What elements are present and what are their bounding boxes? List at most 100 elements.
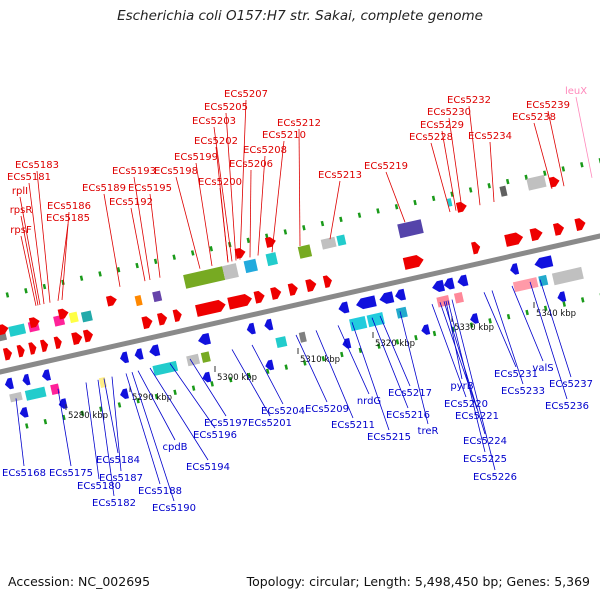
label-leader [399,311,429,425]
reverse-gene-arrow [395,288,407,301]
forward-gene-arrow [548,176,560,188]
reverse-gene-label: ECs5225 [463,454,507,465]
rail-tick [154,393,159,400]
forward-gene-arrow [504,232,524,247]
forward-gene-arrow [195,299,226,317]
forward-gene-arrow [28,317,40,329]
gene-feature-block [512,277,539,293]
forward-gene-label: ECs5186 [47,201,91,212]
track-guide [0,187,600,334]
gene-feature-block [9,391,23,403]
rail-tick [505,178,510,185]
label-leader [19,196,41,306]
rail-tick [432,330,437,337]
rail-tick [135,262,139,269]
label-leader [533,122,553,189]
label-leader [15,398,25,467]
label-leader [103,193,121,287]
reverse-gene-label: ECs5209 [305,404,349,415]
forward-gene-label: ECs5239 [526,100,570,111]
rail-tick [117,402,122,408]
reverse-gene-arrow [443,277,455,290]
label-leader [125,373,161,485]
reverse-gene-label: ECs5231 [494,369,538,380]
reverse-gene-label: ECs5196 [193,430,237,441]
label-leader [451,299,496,471]
label-leader [213,126,233,262]
accession-label: Accession: NC_002695 [8,574,151,589]
rail-tick [542,170,547,176]
forward-gene-arrow [529,228,543,242]
rail-tick [376,208,380,214]
label-leader [251,344,284,405]
forward-gene-label: ECs5219 [364,161,408,172]
forward-gene-label: ECs5193 [112,166,156,177]
reverse-gene-label: ECs5211 [331,420,375,431]
forward-gene-arrow [471,241,481,255]
rail-tick [5,292,10,298]
gene-feature-block [349,316,368,332]
label-leader [529,281,568,400]
rail-tick [190,250,195,256]
rail-tick [414,334,418,341]
label-leader [149,367,209,461]
forward-gene-arrow [105,295,117,307]
reverse-gene-arrow [421,324,431,335]
label-leader [295,334,328,403]
scale-label: 5300 kbp [217,373,257,383]
rail-tick [468,187,473,193]
rail-tick [321,355,326,362]
label-leader [445,300,463,380]
forward-gene-label: ECs5203 [192,116,236,127]
reverse-gene-label: ECs5184 [96,455,140,466]
rna-gene-label: leuX [565,86,587,97]
rail-tick [302,225,306,231]
forward-gene-label: ECs5232 [447,95,491,106]
reverse-gene-arrow [379,291,395,304]
gene-feature-block [24,386,47,401]
gene-feature-block [265,252,278,267]
label-leader [85,382,100,480]
scale-label: 5320 kbp [375,339,415,349]
label-leader [249,169,252,258]
label-leader [103,378,119,454]
gene-feature-block [50,383,61,395]
rail-tick [303,360,307,366]
genome-track [0,157,600,429]
label-leader [351,322,390,431]
label-leader [36,170,51,303]
forward-gene-arrow [0,324,9,336]
reverse-gene-arrow [149,344,161,357]
scale-label: 5340 kbp [536,309,576,319]
forward-gene-arrow [39,339,49,353]
rail-tick [80,410,85,417]
label-leader [539,279,572,378]
genome-summary: Topology: circular; Length: 5,498,450 bp… [246,574,590,589]
gene-feature-block [200,351,211,363]
track-guide [0,247,600,395]
reverse-gene-arrow [510,263,520,275]
rail-tick [25,423,29,429]
reverse-gene-arrow [120,388,129,400]
forward-gene-label: ECs5198 [154,166,198,177]
rail-tick [487,183,491,189]
label-leader [133,176,151,281]
forward-gene-arrow [552,222,565,236]
reverse-gene-label: ECs5226 [473,472,517,483]
reverse-gene-arrow [534,255,554,269]
gene-feature-block [298,331,307,343]
label-leader [441,130,457,211]
rail-tick [413,199,417,206]
reverse-gene-arrow [4,377,14,390]
forward-gene-label: ECs5229 [420,120,464,131]
scale-label: 5290 kbp [132,393,172,403]
scale-label: 5310 kbp [300,355,340,365]
reverse-gene-arrow [22,373,31,386]
gene-feature-block [186,353,201,367]
rail-tick [320,220,325,227]
reverse-gene-label: ECs5216 [386,410,430,421]
reverse-gene-arrow [338,301,350,314]
forward-gene-arrow [57,308,69,320]
forward-gene-arrow [270,287,282,300]
